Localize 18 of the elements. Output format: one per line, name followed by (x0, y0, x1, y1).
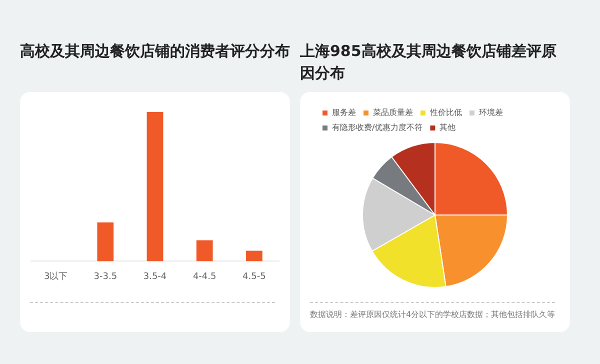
bar (146, 112, 164, 262)
legend-label: 有隐形收费/优惠力度不符 (332, 123, 423, 132)
legend-label: 性价比低 (429, 108, 462, 118)
chart-title: 高校及其周边餐饮店铺的消费者评分分布 (20, 41, 290, 62)
x-tick-label: 3-3.5 (94, 272, 118, 282)
x-tick-label: 3以下 (44, 270, 68, 282)
legend-label: 其他 (440, 123, 456, 132)
x-tick-label: 3.5-4 (143, 272, 167, 282)
x-tick-label: 4-4.5 (192, 272, 216, 282)
text: 数据说明：差评原因仅统计4分以下的学校店数据；其他包括排队久等 (310, 309, 556, 320)
bar (196, 240, 213, 262)
legend-label: 菜品质量差 (373, 108, 413, 118)
legend-label: 环境差 (479, 108, 503, 118)
bar (97, 222, 114, 262)
legend-label: 服务差 (332, 108, 356, 118)
x-tick-label: 4.5-5 (242, 272, 266, 282)
bar (246, 250, 262, 262)
chart-title: 上海985高校及其周边餐饮店铺差评原因分布 (300, 41, 558, 84)
